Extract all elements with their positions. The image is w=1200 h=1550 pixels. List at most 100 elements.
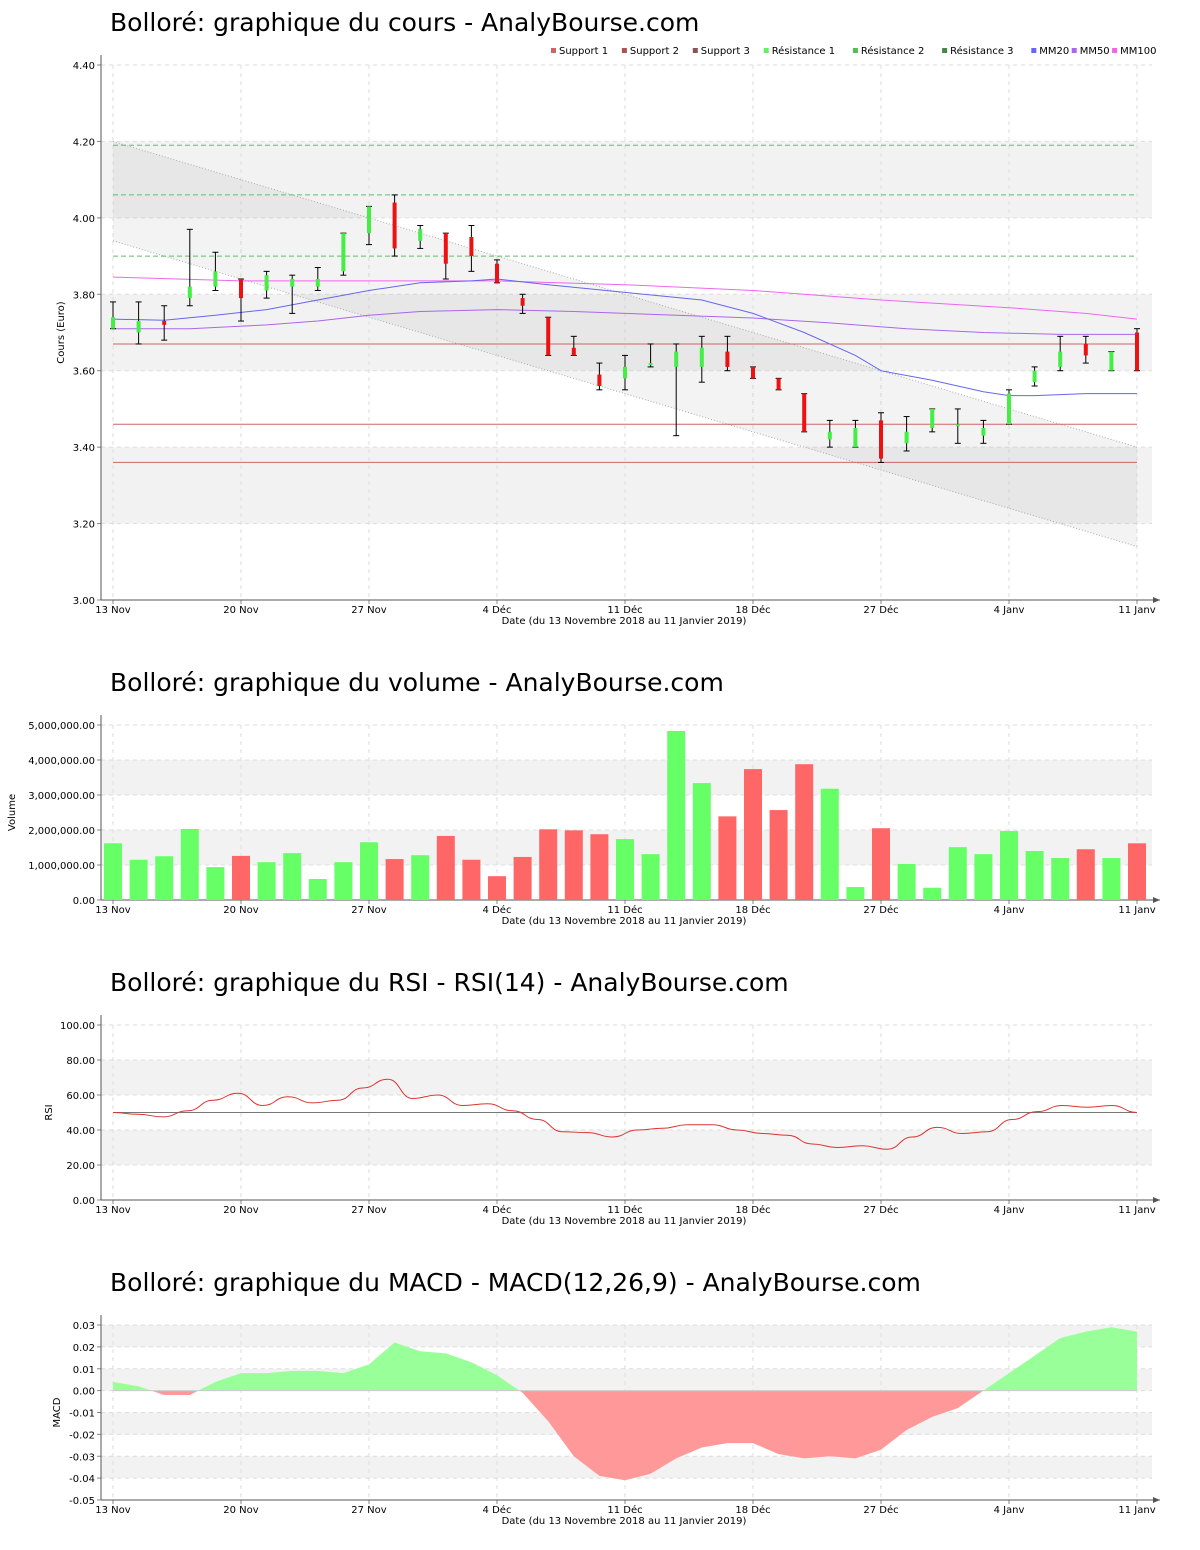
price-chart: 3.00 3.20 3.40 3.60 3.80 4.00 4.20 4.40 13 Nov 20… bbox=[56, 45, 1160, 627]
volume-xtick-label: 13 Nov bbox=[95, 905, 131, 916]
volume-ytick-label: 3,000,000.00 bbox=[28, 791, 95, 802]
legend-swatch bbox=[1031, 48, 1037, 53]
rsi-ytick-label: 40.00 bbox=[66, 1126, 95, 1137]
rsi-xtick-label: 18 Déc bbox=[735, 1204, 770, 1216]
volume-band bbox=[101, 760, 1152, 795]
price-candle bbox=[750, 366, 756, 379]
candle-body bbox=[469, 236, 474, 257]
volume-bar bbox=[513, 856, 532, 900]
price-xtick-label: 4 Janv bbox=[994, 605, 1025, 616]
legend-label: MM50 bbox=[1080, 46, 1110, 57]
candle-body bbox=[520, 298, 525, 306]
macd-ytick-label: -0.03 bbox=[69, 1452, 95, 1463]
rsi-ytick-label: 20.00 bbox=[66, 1161, 95, 1172]
candle-body bbox=[699, 347, 704, 367]
candle-body bbox=[392, 202, 397, 249]
price-candle bbox=[826, 419, 833, 448]
volume-xtick-label: 11 Déc bbox=[607, 904, 642, 916]
price-band bbox=[101, 141, 1152, 218]
volume-bar bbox=[872, 828, 890, 900]
candle-body bbox=[853, 428, 858, 448]
legend-swatch bbox=[621, 48, 627, 53]
candle-body bbox=[955, 424, 960, 427]
price-ytick-label: 4.40 bbox=[73, 61, 95, 72]
price-candle bbox=[545, 316, 552, 356]
macd-band bbox=[101, 1325, 1152, 1347]
price-candle bbox=[289, 274, 296, 314]
volume-xtick-label: 27 Nov bbox=[351, 905, 387, 916]
volume-bar bbox=[155, 856, 174, 900]
volume-bar bbox=[667, 730, 686, 900]
macd-y-axis-label: MACD bbox=[52, 1397, 63, 1427]
macd-xtick-label: 18 Déc bbox=[735, 1504, 770, 1516]
price-candle bbox=[596, 362, 603, 391]
price-candle bbox=[622, 354, 628, 391]
price-ytick-label: 3.40 bbox=[73, 443, 95, 454]
volume-bar bbox=[334, 862, 353, 900]
volume-chart-title: Bolloré: graphique du volume - AnalyBour… bbox=[110, 668, 724, 697]
price-xtick-label: 27 Déc bbox=[863, 604, 898, 616]
volume-bar bbox=[232, 855, 250, 900]
candle-body bbox=[597, 374, 602, 386]
volume-bar bbox=[923, 887, 942, 900]
price-candle bbox=[494, 259, 500, 284]
rsi-xtick-label: 4 Déc bbox=[483, 1204, 512, 1216]
candle-body bbox=[904, 431, 909, 444]
price-xtick-label: 27 Nov bbox=[351, 605, 387, 616]
price-candle bbox=[161, 305, 168, 341]
volume-chart: 0.00 1,000,000.00 2,000,000.00 3,000,000.00… bbox=[7, 715, 1160, 927]
price-candle bbox=[1108, 351, 1115, 372]
volume-bar bbox=[820, 788, 839, 900]
candle-body bbox=[879, 420, 883, 459]
macd-x-axis-arrow bbox=[1153, 1497, 1160, 1503]
volume-bar bbox=[1025, 851, 1044, 900]
price-candle bbox=[263, 270, 270, 299]
macd-ytick-label: -0.02 bbox=[69, 1430, 95, 1441]
rsi-ytick-label: 80.00 bbox=[66, 1056, 95, 1067]
rsi-ytick-label: 0.00 bbox=[73, 1196, 95, 1207]
rsi-chart-title: Bolloré: graphique du RSI - RSI(14) - An… bbox=[110, 968, 789, 997]
macd-xtick-label: 13 Nov bbox=[95, 1505, 131, 1516]
macd-positive-area bbox=[983, 1327, 1137, 1391]
rsi-xtick-label: 20 Nov bbox=[223, 1205, 259, 1216]
candle-body bbox=[239, 279, 243, 299]
candle-body bbox=[930, 408, 935, 429]
volume-xtick-label: 4 Janv bbox=[994, 905, 1025, 916]
price-xtick-label: 11 Déc bbox=[607, 604, 642, 616]
candle-body bbox=[1058, 351, 1063, 367]
volume-bar bbox=[385, 859, 404, 900]
candle-body bbox=[546, 317, 551, 356]
price-ytick-label: 3.60 bbox=[73, 367, 95, 378]
price-x-axis-arrow bbox=[1153, 597, 1160, 603]
volume-bar bbox=[462, 859, 481, 900]
price-candle bbox=[468, 225, 475, 272]
volume-bar bbox=[795, 764, 814, 900]
volume-bar bbox=[129, 859, 148, 900]
legend-label: MM100 bbox=[1120, 46, 1156, 57]
price-candle bbox=[442, 232, 449, 280]
macd-ytick-label: -0.05 bbox=[69, 1496, 95, 1507]
volume-bar bbox=[180, 828, 199, 900]
legend-label: Résistance 3 bbox=[950, 45, 1013, 57]
volume-bar bbox=[744, 769, 762, 900]
price-candle bbox=[135, 301, 142, 345]
macd-ytick-label: 0.03 bbox=[73, 1321, 95, 1332]
macd-xtick-label: 4 Janv bbox=[994, 1505, 1025, 1516]
candle-body bbox=[1032, 370, 1037, 383]
macd-xtick-label: 11 Janv bbox=[1118, 1505, 1155, 1516]
macd-positive-area bbox=[113, 1381, 152, 1391]
legend-label: Support 3 bbox=[701, 46, 750, 57]
macd-xtick-label: 27 Nov bbox=[351, 1505, 387, 1516]
price-candle bbox=[519, 293, 526, 314]
candle-body bbox=[802, 393, 807, 432]
price-x-axis-label: Date (du 13 Novembre 2018 au 11 Janvier … bbox=[502, 616, 747, 627]
price-ytick-label: 4.20 bbox=[73, 137, 95, 148]
volume-bar bbox=[948, 847, 967, 900]
rsi-band bbox=[101, 1060, 1152, 1095]
price-candle bbox=[238, 278, 244, 322]
rsi-xtick-label: 27 Déc bbox=[863, 1204, 898, 1216]
macd-negative-area bbox=[519, 1390, 984, 1481]
rsi-ytick-label: 60.00 bbox=[66, 1091, 95, 1102]
volume-xtick-label: 4 Déc bbox=[483, 904, 512, 916]
